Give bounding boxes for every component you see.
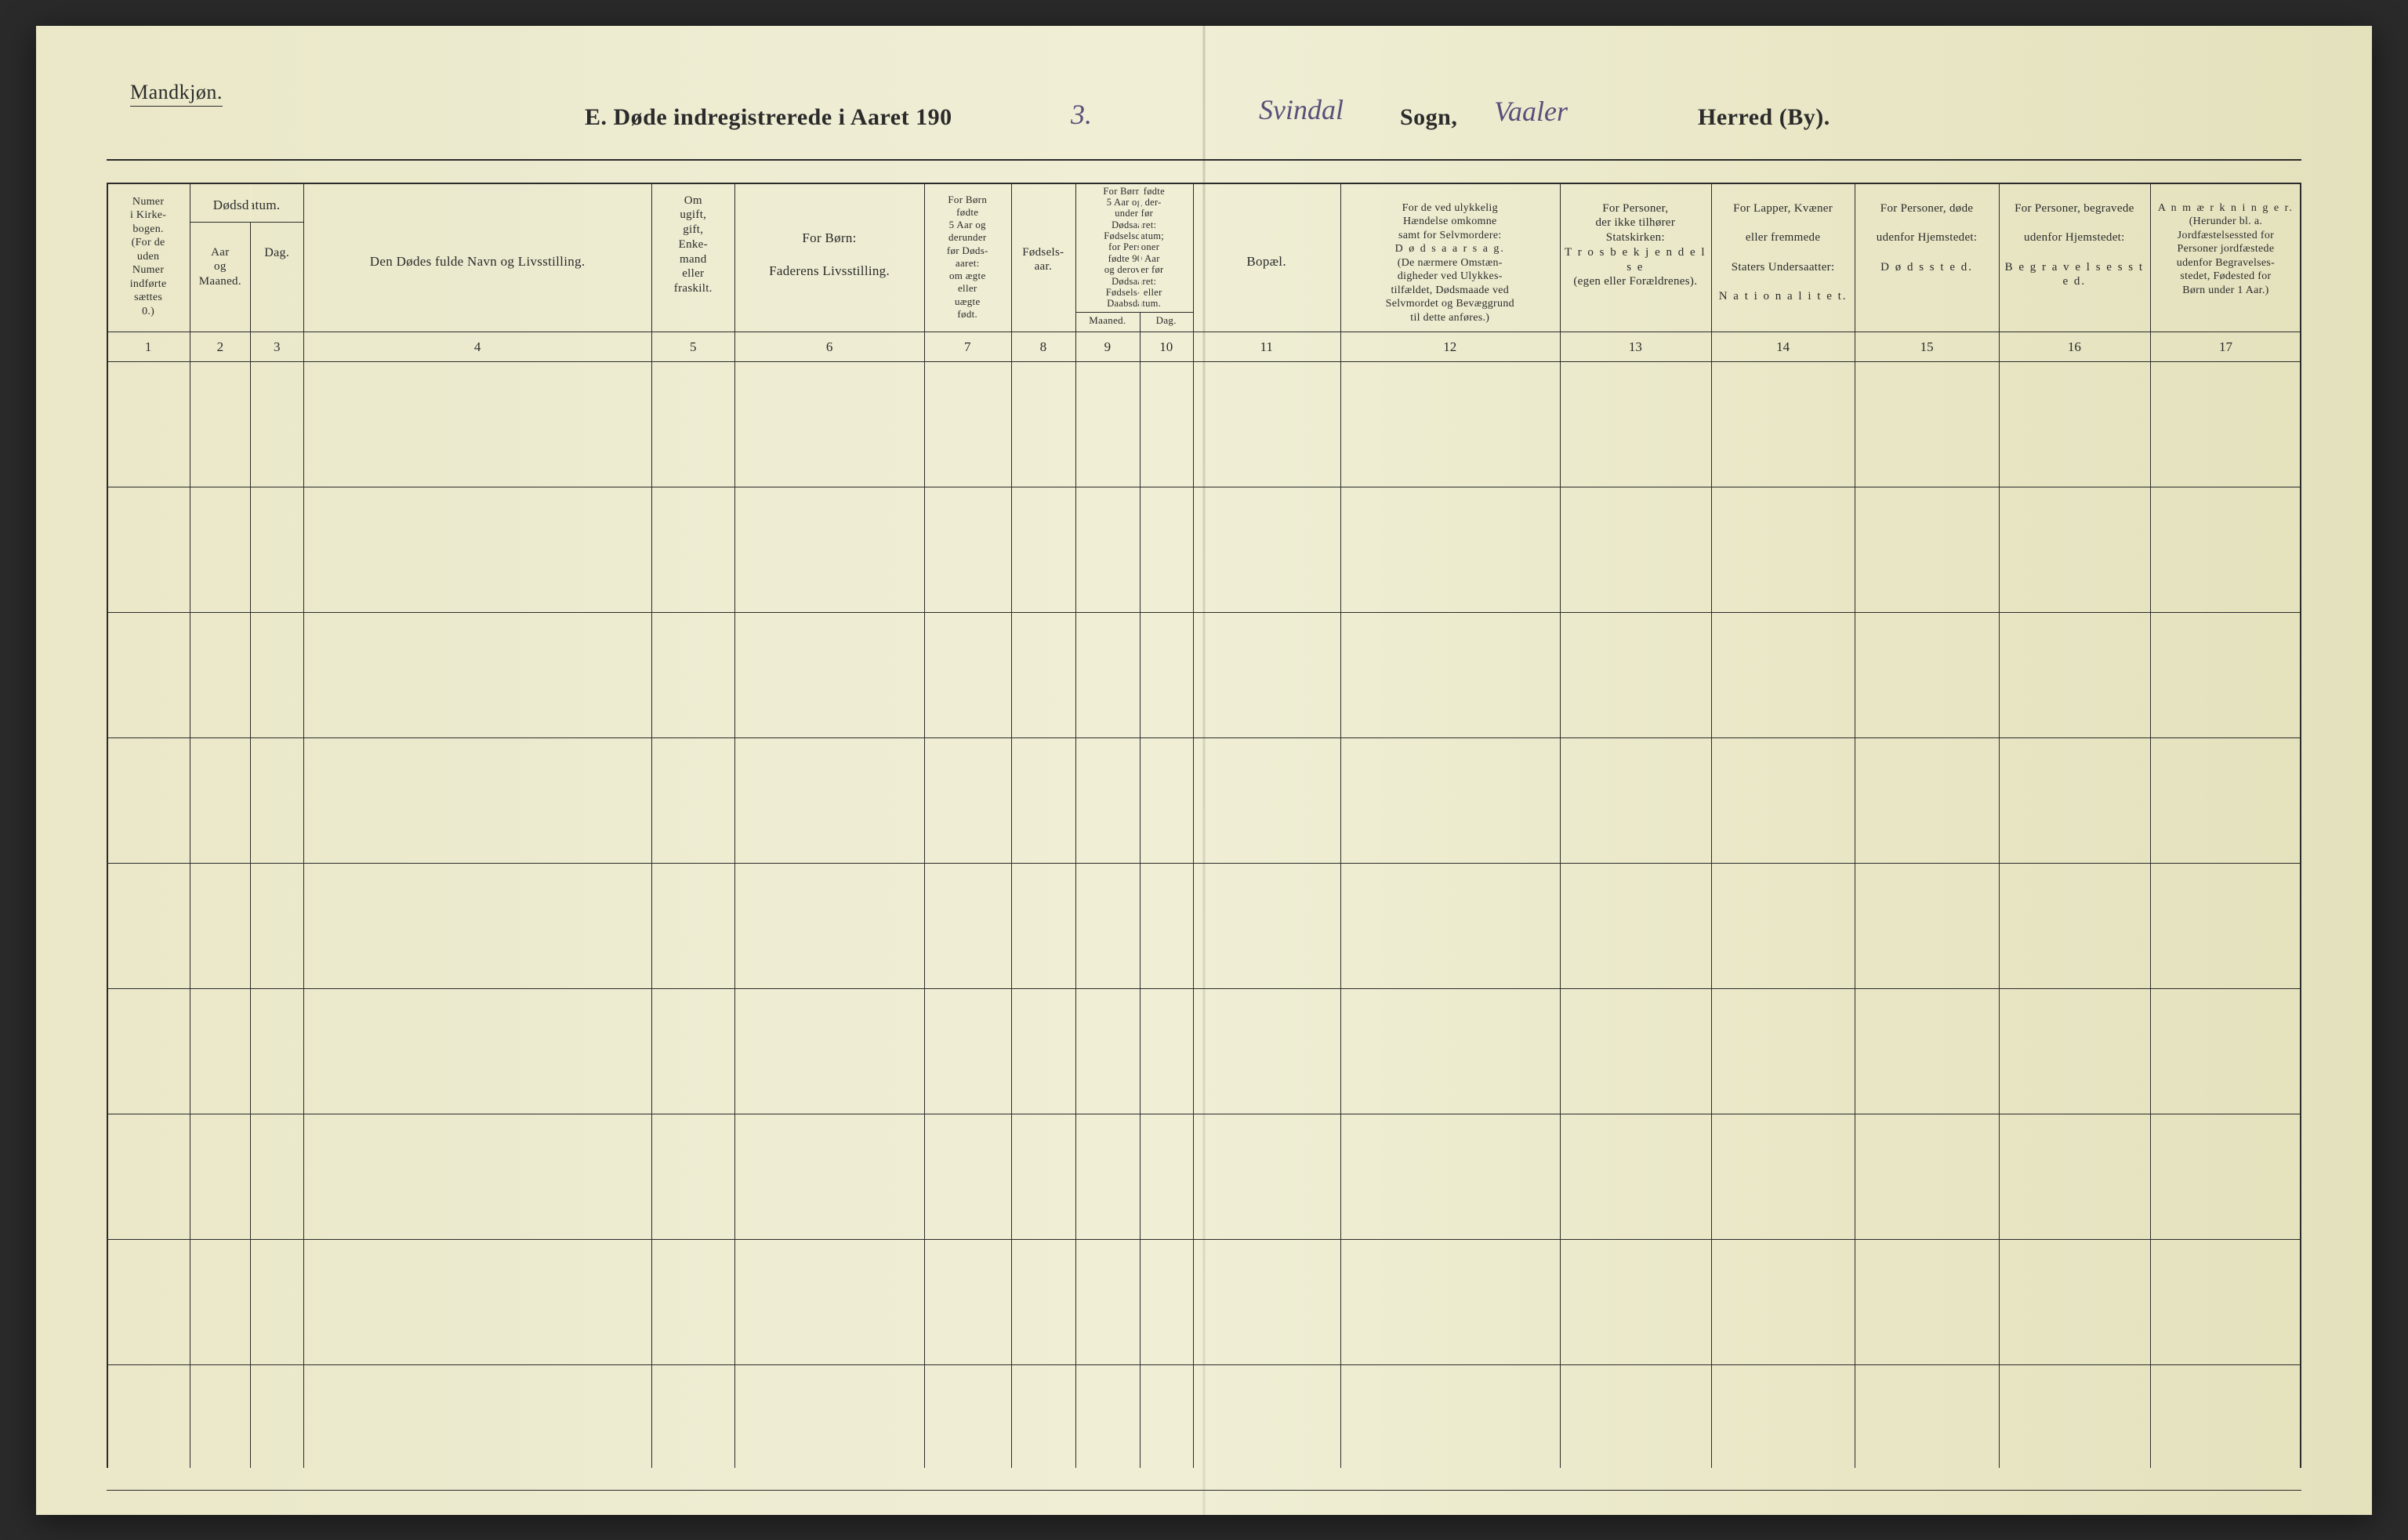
gender-label: Mandkjøn. — [130, 81, 223, 107]
col-divider — [734, 183, 735, 1468]
column-header: For Personer, begravedeudenfor Hjemstede… — [2002, 201, 2147, 290]
sub-header-line — [1075, 312, 1193, 313]
column-header: For Børnfødte5 Aar ogderunderfør Døds-aa… — [927, 194, 1008, 321]
column-number: 17 — [2210, 339, 2241, 355]
column-header: Numeri Kirke-bogen.(For deudenNumerindfø… — [110, 195, 187, 319]
col-divider — [1560, 183, 1561, 1468]
col-divider — [1011, 183, 1012, 1468]
col-divider — [924, 183, 925, 1468]
gender-label-text: Mandkjøn. — [130, 81, 223, 107]
column-header: For Lapper, Kvænereller fremmedeStaters … — [1714, 201, 1851, 304]
column-number: 6 — [814, 339, 845, 355]
column-number: 2 — [205, 339, 236, 355]
column-number: 4 — [462, 339, 493, 355]
body-row-line — [107, 737, 2301, 738]
table-right-border — [2300, 183, 2301, 1468]
header-group-dodsdato: Dødsdatum. — [190, 197, 303, 213]
number-row-bottom-border — [107, 361, 2301, 362]
title-divider — [107, 159, 2301, 161]
body-row-line — [107, 988, 2301, 989]
col-divider — [1999, 183, 2000, 1468]
column-number: 13 — [1619, 339, 1651, 355]
sogn-label: Sogn, — [1400, 104, 1457, 131]
col-divider — [1075, 183, 1076, 1468]
sogn-hand: Svindal — [1259, 93, 1344, 126]
column-header: Fødsels-aar. — [1014, 245, 1072, 275]
header-group-fodselsdatum: For Børn fødte5 Aar og der-under førDøds… — [1075, 186, 1193, 310]
column-header: Den Dødes fulde Navn og Livsstilling. — [306, 253, 648, 270]
column-number: 9 — [1092, 339, 1123, 355]
title-prefix: E. Døde indregistrerede i Aaret 190 — [585, 104, 952, 131]
column-number: 11 — [1251, 339, 1282, 355]
table-top-border — [107, 183, 2301, 184]
column-number: 7 — [952, 339, 983, 355]
col-divider — [303, 183, 304, 1468]
column-number: 12 — [1434, 339, 1466, 355]
column-number: 8 — [1028, 339, 1059, 355]
column-number: 3 — [261, 339, 292, 355]
table-left-border — [107, 183, 108, 1468]
body-row-line — [107, 863, 2301, 864]
body-row-line — [107, 1239, 2301, 1240]
column-number: 10 — [1151, 339, 1182, 355]
column-header: Bopæl. — [1196, 253, 1337, 270]
column-header: For Personer,der ikke tilhørerStatskirke… — [1563, 201, 1708, 290]
col-divider — [651, 183, 652, 1468]
col-divider — [1140, 183, 1141, 1468]
column-number: 16 — [2058, 339, 2090, 355]
herred-label: Herred (By). — [1698, 104, 1830, 131]
col-divider — [2150, 183, 2151, 1468]
line-mask — [1139, 184, 1141, 312]
column-header: For Børn:Faderens Livsstilling. — [738, 230, 920, 280]
title-row: E. Døde indregistrerede i Aaret 190 3. S… — [36, 104, 2372, 140]
column-header: Omugift,gift,Enke-mandellerfraskilt. — [655, 194, 731, 296]
column-header: Dag. — [253, 245, 300, 261]
column-header: Maaned. — [1079, 314, 1137, 327]
sub-header-line — [190, 222, 303, 223]
column-number: 1 — [132, 339, 164, 355]
column-header: Dag. — [1143, 314, 1190, 327]
col-divider — [1193, 183, 1194, 1468]
column-header: For de ved ulykkeligHændelse omkomnesamt… — [1344, 201, 1557, 325]
herred-hand: Vaaler — [1494, 95, 1568, 128]
column-number: 15 — [1911, 339, 1942, 355]
register-table: Dødsdatum. For Børn fødte5 Aar og der-und… — [107, 183, 2301, 1468]
line-mask — [249, 184, 252, 222]
column-number: 14 — [1768, 339, 1799, 355]
col-divider — [1711, 183, 1712, 1468]
col-divider — [250, 183, 251, 1468]
page-container: Mandkjøn. E. Døde indregistrerede i Aare… — [36, 26, 2372, 1515]
body-row-line — [107, 612, 2301, 613]
col-divider — [1340, 183, 1341, 1468]
column-header: A n m æ r k n i n g e r.(Herunder bl. a.… — [2153, 201, 2298, 298]
column-header: AarogMaaned. — [193, 245, 247, 289]
column-number: 5 — [677, 339, 709, 355]
body-row-line — [107, 1490, 2301, 1491]
column-header: For Personer, dødeudenfor Hjemstedet:D ø… — [1858, 201, 1995, 275]
year-suffix-hand: 3. — [1071, 98, 1092, 131]
body-row-line — [107, 1364, 2301, 1365]
